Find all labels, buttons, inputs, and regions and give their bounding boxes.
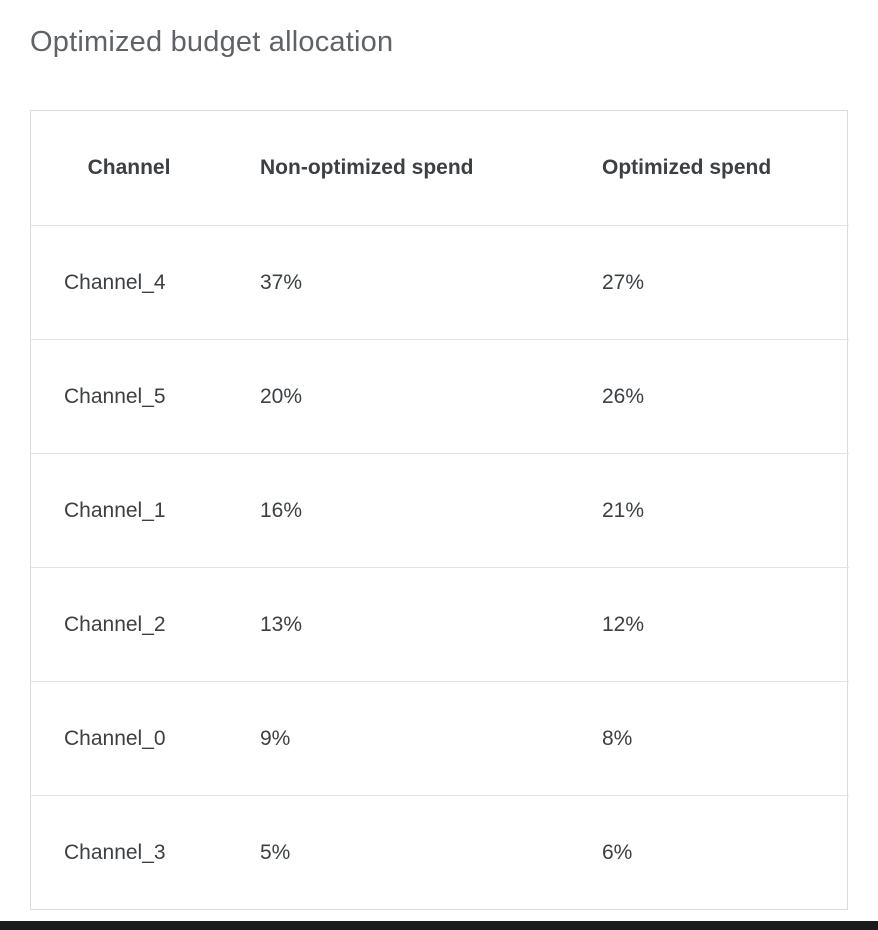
optimized-spend-cell: 27% — [569, 225, 849, 340]
optimized-spend-cell: 21% — [569, 453, 849, 568]
table-row: Channel_2 13% 12% — [31, 567, 849, 682]
table-row: Channel_1 16% 21% — [31, 453, 849, 568]
column-header-optimized-spend: Optimized spend — [569, 111, 849, 226]
non-optimized-spend-cell: 20% — [227, 339, 569, 454]
optimized-spend-cell: 8% — [569, 681, 849, 796]
table-header-row: Channel Non-optimized spend Optimized sp… — [31, 111, 849, 226]
channel-cell: Channel_3 — [64, 840, 166, 864]
channel-cell: Channel_2 — [31, 567, 227, 682]
optimized-spend-cell: 6% — [602, 840, 633, 864]
channel-cell: Channel_5 — [31, 339, 227, 454]
channel-cell: Channel_4 — [31, 225, 227, 340]
table-row: Channel_4 37% 27% — [31, 225, 849, 340]
column-header-non-optimized-spend: Non-optimized spend — [227, 111, 569, 226]
non-optimized-spend-cell: 9% — [227, 681, 569, 796]
optimized-spend-cell: 12% — [569, 567, 849, 682]
non-optimized-spend-cell: 13% — [227, 567, 569, 682]
table-row: Channel_0 9% 8% — [31, 681, 849, 796]
channel-cell: Channel_1 — [31, 453, 227, 568]
bottom-edge-bar — [0, 921, 878, 930]
optimized-spend-cell: 26% — [569, 339, 849, 454]
table-row: Channel_5 20% 26% — [31, 339, 849, 454]
channel-cell: Channel_0 — [31, 681, 227, 796]
non-optimized-spend-cell: 5% — [260, 840, 291, 864]
page-title: Optimized budget allocation — [30, 26, 394, 58]
table-row: Channel_3 5% 6% — [31, 796, 849, 910]
non-optimized-spend-cell: 37% — [227, 225, 569, 340]
budget-allocation-table: Channel Non-optimized spend Optimized sp… — [31, 111, 849, 909]
budget-allocation-table-container: Channel Non-optimized spend Optimized sp… — [30, 110, 849, 910]
column-header-channel: Channel — [31, 111, 227, 226]
table-body: Channel_4 37% 27% Channel_5 20% 26% Channel_1 1… — [31, 225, 849, 910]
non-optimized-spend-cell: 16% — [227, 453, 569, 568]
